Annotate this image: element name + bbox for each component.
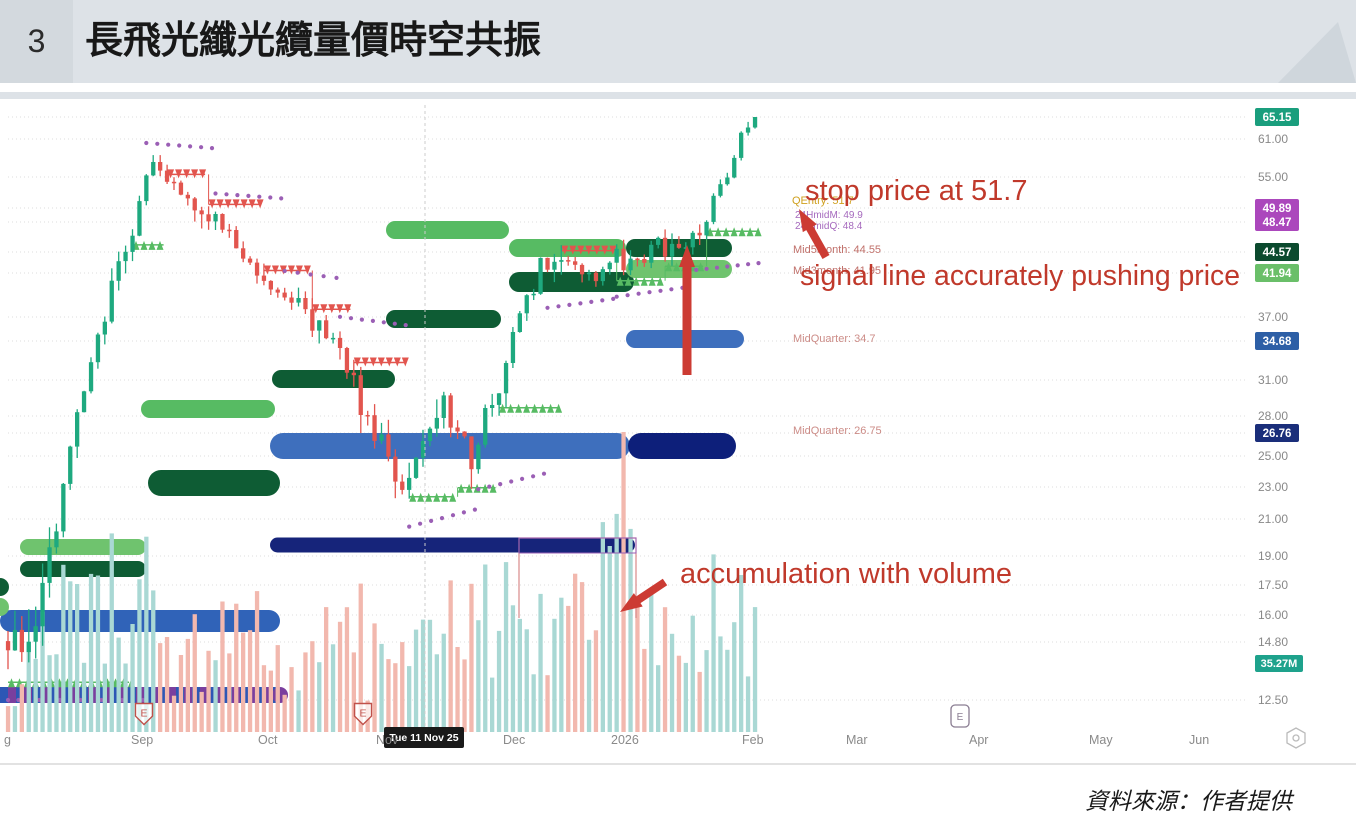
svg-text:Sep: Sep [131,733,153,747]
svg-text:Oct: Oct [258,733,278,747]
svg-text:28.00: 28.00 [1258,409,1288,423]
svg-text:31.00: 31.00 [1258,373,1288,387]
svg-text:Mar: Mar [846,733,868,747]
svg-text:accumulation with volume: accumulation with volume [680,558,1012,590]
svg-text:Apr: Apr [969,733,988,747]
svg-text:48.47: 48.47 [1263,217,1292,229]
svg-text:44.57: 44.57 [1263,247,1292,259]
svg-text:61.00: 61.00 [1258,132,1288,146]
svg-text:signal line accurately pushing: signal line accurately pushing price [800,260,1240,292]
svg-text:MidQuarter: 34.7: MidQuarter: 34.7 [793,333,876,345]
svg-text:26.76: 26.76 [1263,428,1292,440]
svg-text:34.68: 34.68 [1263,336,1292,348]
svg-text:Tue 11 Nov 25: Tue 11 Nov 25 [389,732,458,744]
svg-text:21.00: 21.00 [1258,512,1288,526]
svg-text:Mid5month: 44.55: Mid5month: 44.55 [793,244,881,256]
svg-text:23.00: 23.00 [1258,480,1288,494]
svg-text:41.94: 41.94 [1263,268,1292,280]
svg-text:Dec: Dec [503,733,525,747]
svg-text:14.80: 14.80 [1258,635,1288,649]
svg-text:MidQuarter: 26.75: MidQuarter: 26.75 [793,425,882,437]
svg-text:Nov: Nov [376,733,399,747]
svg-text:65.15: 65.15 [1263,112,1292,124]
svg-text:19.00: 19.00 [1258,549,1288,563]
svg-text:35.27M: 35.27M [1261,658,1298,670]
svg-text:17.50: 17.50 [1258,578,1288,592]
svg-text:E: E [957,712,964,723]
svg-text:55.00: 55.00 [1258,170,1288,184]
svg-text:g: g [4,733,11,747]
svg-text:Feb: Feb [742,733,764,747]
svg-text:12.50: 12.50 [1258,693,1288,707]
svg-text:Jun: Jun [1189,733,1209,747]
svg-text:E: E [359,708,366,720]
svg-text:37.00: 37.00 [1258,310,1288,324]
svg-text:stop price at 51.7: stop price at 51.7 [805,175,1027,207]
svg-text:2026: 2026 [611,733,639,747]
svg-text:May: May [1089,733,1113,747]
svg-text:16.00: 16.00 [1258,608,1288,622]
svg-text:25.00: 25.00 [1258,449,1288,463]
svg-text:E: E [140,708,147,720]
